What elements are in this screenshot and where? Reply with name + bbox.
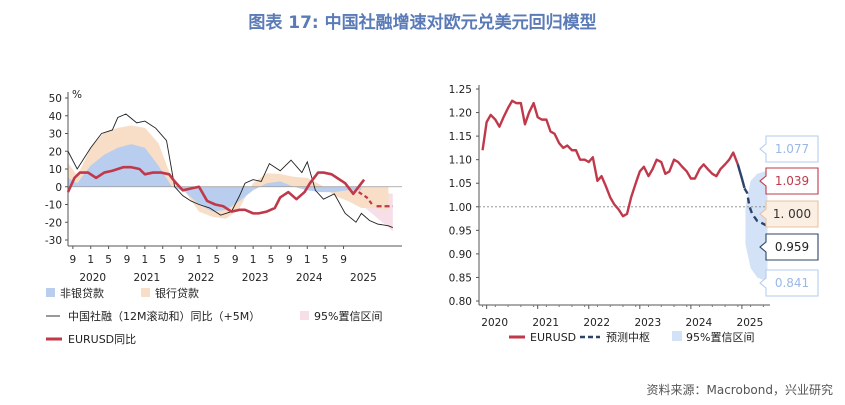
confidence-band [745, 170, 768, 282]
x-month-label: 9 [340, 254, 347, 266]
x-month-label: 1 [142, 254, 149, 266]
x-month-label: 5 [268, 254, 275, 266]
x-month-label: 5 [105, 254, 112, 266]
eurusd-yoy-line [66, 165, 366, 215]
legend-label: 95%置信区间 [314, 310, 382, 323]
callout-label: 0.959 [775, 240, 809, 254]
y-tick-label: 1.00 [449, 202, 472, 214]
legend-label: 银行贷款 [155, 286, 199, 300]
figure-title: 图表 17: 中国社融增速对欧元兑美元回归模型 [248, 13, 597, 33]
y-tick-label: 30 [49, 129, 62, 141]
social-financing-line [67, 113, 393, 228]
callout-label: 1.039 [775, 174, 809, 188]
x-month-label: 1 [196, 254, 203, 266]
y-tick-label: 0 [55, 182, 62, 194]
legend-label: 95%置信区间 [686, 331, 754, 344]
y-tick-label: 20 [49, 146, 62, 158]
x-year-label: 2022 [188, 272, 215, 284]
y-tick-label: 1.05 [449, 178, 472, 190]
callout-box [759, 233, 819, 261]
forecast-center-line [743, 187, 769, 228]
callout-label: 1. 000 [773, 207, 811, 221]
callout-box [759, 167, 819, 195]
eurusd-recent-line [736, 164, 746, 189]
x-year-label: 2021 [532, 317, 559, 329]
x-year-label: 2025 [350, 272, 377, 284]
eurusd-yoy-forecast [358, 191, 374, 206]
eurusd-line [481, 99, 739, 218]
y-tick-label: -10 [45, 200, 62, 212]
x-year-label: 2023 [242, 272, 269, 284]
x-month-label: 9 [70, 254, 77, 266]
x-year-label: 2023 [634, 317, 661, 329]
y-tick-label: 0.95 [449, 225, 472, 237]
x-month-label: 5 [322, 254, 329, 266]
y-tick-label: -30 [45, 235, 62, 247]
x-year-label: 2020 [481, 317, 508, 329]
legend-swatch [672, 331, 682, 341]
x-year-label: 2024 [686, 317, 713, 329]
callout-box [759, 200, 819, 228]
x-month-label: 9 [178, 254, 185, 266]
y-tick-label: 1.25 [449, 84, 472, 96]
x-month-label: 1 [87, 254, 94, 266]
x-month-label: 9 [124, 254, 131, 266]
y-tick-label: 10 [49, 164, 62, 176]
y-tick-label: 50 [49, 93, 62, 105]
unit-label: % [72, 89, 82, 101]
x-year-label: 2024 [296, 272, 323, 284]
x-month-label: 5 [214, 254, 221, 266]
y-tick-label: 0.90 [449, 249, 472, 261]
x-year-label: 2025 [737, 317, 764, 329]
legend-swatch [141, 288, 150, 297]
x-month-label: 1 [250, 254, 257, 266]
callout-box [759, 135, 819, 163]
y-tick-label: 1.20 [449, 108, 472, 120]
y-tick-label: 40 [49, 111, 62, 123]
callout-box [759, 269, 819, 297]
legend-label: 预测中枢 [606, 330, 650, 344]
legend-swatch [300, 311, 309, 320]
x-year-label: 2021 [134, 272, 161, 284]
x-year-label: 2022 [583, 317, 610, 329]
y-tick-label: 1.15 [449, 131, 472, 143]
x-month-label: 9 [232, 254, 239, 266]
x-month-label: 9 [286, 254, 293, 266]
y-tick-label: 0.80 [449, 296, 472, 308]
x-month-label: 1 [304, 254, 311, 266]
legend-label: 中国社融（12M滚动和）同比（+5M） [68, 309, 260, 323]
figure-source: 资料来源：Macrobond，兴业研究 [646, 383, 834, 397]
nonbank-loan-area [68, 144, 362, 212]
y-tick-label: 0.85 [449, 272, 472, 284]
legend-label: EURUSD同比 [68, 333, 136, 346]
callout-label: 1.077 [775, 142, 809, 156]
callout-label: 0.841 [775, 276, 809, 290]
legend-swatch [46, 288, 55, 297]
bank-loan-area [68, 125, 389, 219]
y-tick-label: -20 [45, 217, 62, 229]
x-year-label: 2020 [79, 272, 106, 284]
legend-label: 非银贷款 [60, 286, 104, 300]
x-month-label: 5 [159, 254, 166, 266]
y-tick-label: 1.10 [449, 155, 472, 167]
legend-label: EURUSD [530, 331, 576, 344]
